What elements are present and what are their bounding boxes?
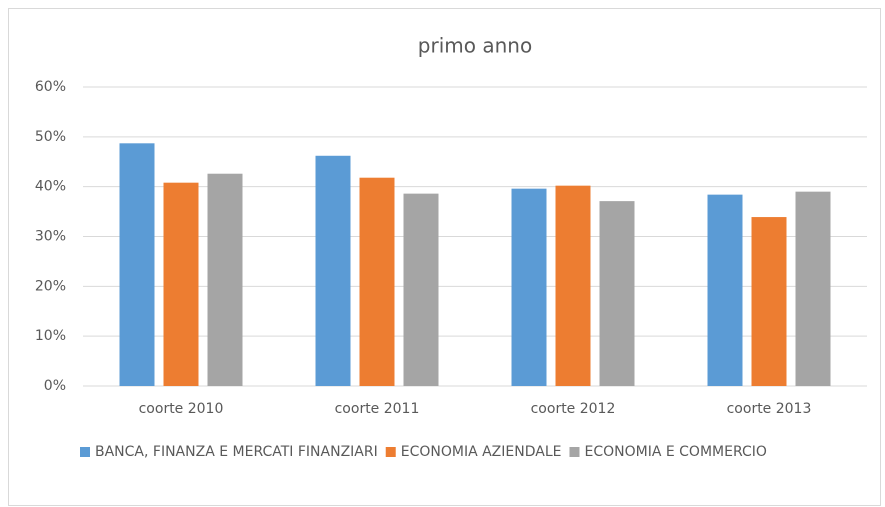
y-tick-label: 0%: [44, 378, 66, 394]
x-tick-label: coorte 2013: [727, 401, 812, 417]
y-tick-label: 50%: [35, 129, 66, 145]
y-tick-label: 10%: [35, 328, 66, 344]
bar: [751, 217, 787, 386]
chart-title: primo anno: [418, 34, 532, 58]
bar: [207, 173, 243, 386]
bar: [707, 194, 743, 386]
legend-label: ECONOMIA E COMMERCIO: [584, 444, 766, 460]
x-tick-label: coorte 2010: [139, 401, 224, 417]
legend-swatch: [80, 447, 90, 457]
x-tick-label: coorte 2011: [335, 401, 420, 417]
bar: [163, 182, 199, 386]
bar: [359, 177, 395, 386]
y-tick-label: 30%: [35, 229, 66, 245]
bar: [315, 155, 351, 386]
legend-label: ECONOMIA AZIENDALE: [401, 444, 562, 460]
bar: [403, 193, 439, 386]
y-tick-label: 20%: [35, 278, 66, 294]
legend-label: BANCA, FINANZA E MERCATI FINANZIARI: [95, 444, 378, 460]
legend-swatch: [569, 447, 580, 457]
bar: [555, 185, 591, 386]
bar: [795, 191, 831, 386]
y-tick-label: 40%: [35, 179, 66, 195]
y-tick-label: 60%: [35, 79, 66, 95]
x-tick-label: coorte 2012: [531, 401, 616, 417]
bar: [511, 188, 547, 386]
legend-swatch: [385, 447, 396, 457]
bar: [119, 143, 155, 386]
bar: [599, 201, 635, 386]
